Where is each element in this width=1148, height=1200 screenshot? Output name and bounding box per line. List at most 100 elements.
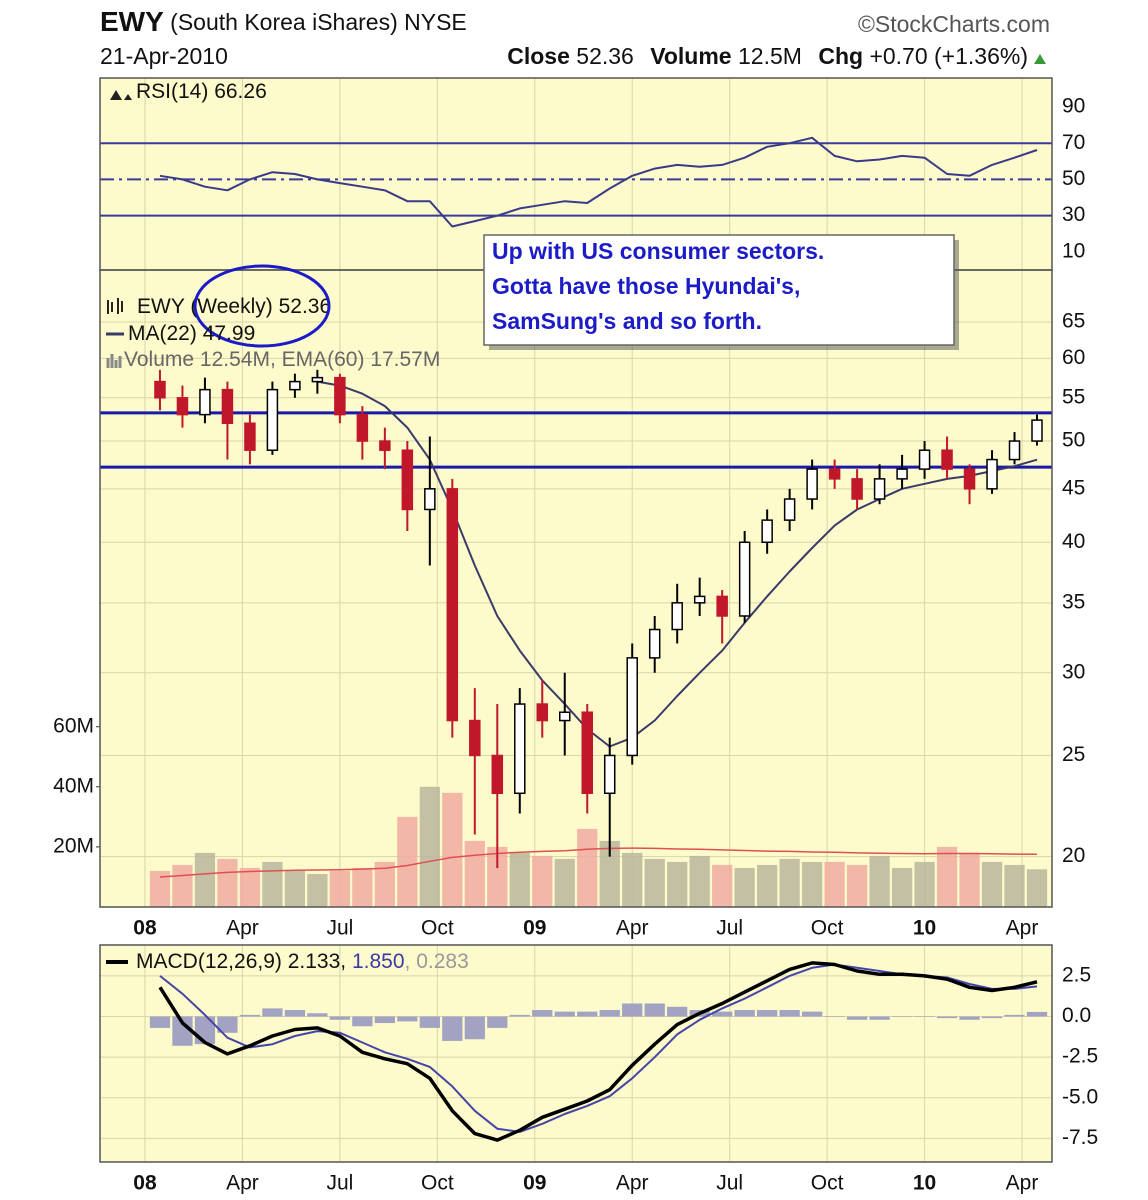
candle-body — [514, 703, 526, 795]
candle-body — [424, 488, 436, 511]
close-label: Close — [507, 43, 570, 69]
candle-body — [379, 440, 391, 451]
x-tick-label: Oct — [421, 1172, 454, 1195]
histogram-bar — [217, 1016, 238, 1033]
panel-frame — [99, 944, 1053, 1163]
histogram-bar — [757, 1010, 778, 1017]
histogram-bar — [622, 1003, 643, 1017]
volume-bar — [172, 864, 193, 907]
histogram-bar — [914, 1016, 935, 1018]
candle-body — [469, 719, 481, 757]
candle-body — [154, 380, 166, 399]
candle-body — [693, 595, 706, 604]
candle-body — [356, 413, 369, 442]
volume-bar — [734, 867, 755, 907]
volume-icon — [106, 354, 122, 368]
y-tick-label: 90 — [1062, 95, 1085, 118]
y2-tick-label: 40M — [53, 774, 94, 797]
histogram-bar — [981, 1016, 1003, 1019]
candle-body — [918, 449, 931, 470]
histogram-bar — [352, 1016, 373, 1027]
volume-bar — [667, 861, 688, 907]
histogram-bar — [802, 1011, 823, 1017]
y-tick-label: -2.5 — [1062, 1045, 1098, 1068]
volume-legend: Volume 12.54M, EMA(60) 17.57M — [124, 348, 440, 371]
volume-bar — [757, 864, 778, 907]
volume-bar — [419, 786, 440, 907]
volume-bar — [802, 861, 823, 907]
rsi-legend: RSI(14) 66.26 — [136, 80, 267, 103]
candle-body — [199, 388, 211, 416]
candle-body — [1031, 419, 1043, 442]
x-tick-label: Jul — [326, 1172, 353, 1195]
volume-bar — [442, 792, 463, 907]
y-tick-label: 25 — [1062, 743, 1085, 766]
ma-last: 47.99 — [203, 322, 256, 345]
histogram-bar — [329, 1016, 350, 1020]
candle-body — [828, 468, 841, 480]
highlight-circle — [193, 264, 331, 348]
histogram-bar — [419, 1016, 440, 1028]
line-series — [158, 961, 1038, 1142]
volume-last: 12.54M — [200, 348, 270, 371]
volume-bar — [1004, 864, 1025, 907]
volume-label: Volume — [650, 43, 731, 69]
y-tick-label: 30 — [1062, 203, 1085, 226]
price-period: (Weekly) — [190, 295, 272, 318]
histogram-bar — [824, 1016, 845, 1018]
x-tick-label: Apr — [616, 917, 649, 940]
histogram-bar — [779, 1010, 800, 1017]
histogram-bar — [307, 1013, 328, 1017]
volume-bar — [284, 870, 306, 907]
volume: 12.5M — [738, 43, 802, 69]
histogram-bar — [869, 1016, 890, 1020]
ema-name: EMA(60) — [282, 348, 365, 371]
volume-bar — [981, 861, 1003, 907]
volume-bar — [554, 858, 575, 907]
histogram-bar — [644, 1003, 665, 1017]
volume-bar — [239, 867, 261, 907]
volume-bar — [217, 858, 238, 907]
x-tick-label: Apr — [1006, 1172, 1039, 1195]
histogram-bar — [1004, 1014, 1025, 1017]
x-tick-label: Apr — [226, 1172, 259, 1195]
y-tick-label: 70 — [1062, 131, 1085, 154]
x-tick-label: Apr — [616, 1172, 649, 1195]
y-tick-label: 0.0 — [1062, 1004, 1091, 1027]
volume-bar — [869, 855, 890, 907]
plot: 08 Apr Jul Oct 09 Apr Jul Oct 10 Apr 08 Apr Jul Oct 09… — [53, 77, 1098, 1195]
histogram-bar — [509, 1014, 530, 1017]
volume-bar — [712, 864, 733, 907]
annotation-line: SamSung's and so forth. — [492, 308, 762, 334]
volume-bar — [149, 870, 171, 907]
candle-body — [671, 602, 683, 631]
annotation-line: Up with US consumer sectors. — [492, 238, 824, 264]
histogram-bar — [1026, 1011, 1048, 1017]
volume-bar — [599, 840, 620, 907]
candle-body — [873, 478, 886, 500]
volume-bar — [622, 852, 643, 907]
x-tick-label: 10 — [913, 1172, 936, 1195]
annotation-line: Gotta have those Hyundai's, — [492, 273, 800, 299]
histogram-bar — [374, 1016, 395, 1024]
histogram-bar — [532, 1010, 553, 1017]
candle-body — [334, 376, 346, 416]
volume-bar — [329, 870, 350, 907]
exchange: NYSE — [404, 9, 467, 35]
candle-body — [626, 657, 638, 757]
volume-bar — [352, 867, 373, 907]
y2-tick-label: 60M — [53, 714, 94, 737]
ma-legend: MA(22) 47.99 — [128, 322, 255, 345]
histogram-bar — [239, 1014, 261, 1017]
candle-body — [851, 478, 863, 500]
line-series — [159, 136, 1038, 228]
y2-tick-label: 20M — [53, 834, 94, 857]
volume-bar — [936, 846, 958, 907]
candle-body — [1008, 440, 1021, 461]
candle-body — [446, 488, 459, 722]
histogram-bar — [734, 1010, 755, 1017]
overlay: RSI(14) 66.26 EWY (Weekly) 52.36 MA(22) … — [106, 80, 959, 973]
y-tick-label: 65 — [1062, 310, 1085, 333]
y-tick-label: 2.5 — [1062, 963, 1091, 986]
